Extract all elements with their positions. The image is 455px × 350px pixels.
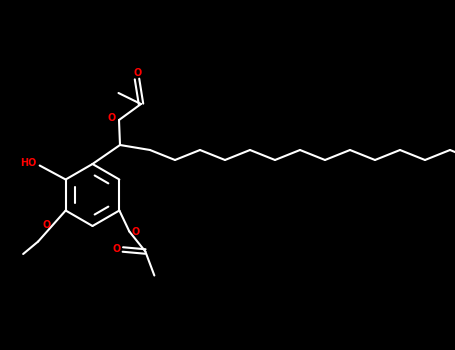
- Text: HO: HO: [20, 159, 37, 168]
- Text: O: O: [131, 227, 140, 237]
- Text: O: O: [134, 68, 142, 78]
- Text: O: O: [42, 220, 51, 231]
- Text: O: O: [112, 244, 121, 253]
- Text: O: O: [107, 113, 116, 124]
